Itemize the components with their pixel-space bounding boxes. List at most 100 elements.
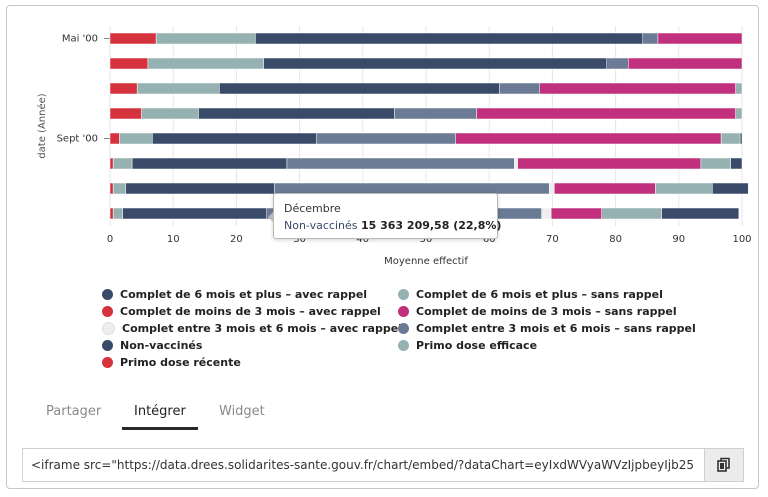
bar-segment: [155, 32, 256, 45]
bar-segment: [122, 207, 267, 220]
bar-segment: [263, 57, 608, 70]
legend-item[interactable]: Complet de 6 mois et plus – sans rappel: [398, 288, 663, 301]
bar-segment: [109, 57, 149, 70]
legend-swatch: [398, 340, 409, 351]
legend-label: Complet entre 3 mois et 6 mois – avec ra…: [122, 322, 402, 335]
x-axis-label: Moyenne effectif: [384, 256, 468, 267]
legend-swatch: [398, 323, 409, 334]
legend-label: Complet de 6 mois et plus – sans rappel: [416, 288, 663, 301]
bar-segment: [112, 207, 123, 220]
legend-item[interactable]: Complet de 6 mois et plus – avec rappel: [102, 288, 367, 301]
share-tabs: Partager Intégrer Widget: [30, 404, 330, 436]
bar-segment: [735, 82, 743, 95]
legend-item[interactable]: Non-vaccinés: [102, 339, 202, 352]
x-tick-label: 40: [356, 234, 369, 245]
bar-segment: [316, 132, 456, 145]
bar-segment: [136, 82, 220, 95]
bar-segment: [627, 57, 743, 70]
bar-segment: [109, 82, 138, 95]
tab-partager[interactable]: Partager: [46, 404, 102, 419]
chart-legend: Complet de 6 mois et plus – avec rappel C…: [102, 288, 722, 378]
bar-segment: [119, 132, 153, 145]
bar-segment: [548, 182, 555, 195]
x-tick-label: 0: [107, 234, 113, 245]
legend-label: Complet de moins de 3 mois – avec rappel: [120, 305, 381, 318]
bar-segment: [125, 182, 275, 195]
bar-segment: [147, 57, 264, 70]
bar-segment: [255, 32, 644, 45]
bar-segment: [109, 182, 114, 195]
bar-segment: [198, 107, 395, 120]
bar-segment: [514, 157, 518, 170]
x-tick-label: 80: [609, 234, 622, 245]
bar-segment: [700, 157, 731, 170]
y-axis-label: date (Année): [36, 93, 48, 158]
bar-segment: [109, 32, 157, 45]
bar-segment: [219, 82, 500, 95]
bar-segment: [541, 207, 552, 220]
legend-label: Complet de 6 mois et plus – avec rappel: [120, 288, 368, 301]
bar-segment: [730, 157, 743, 170]
stacked-bar-chart: 0 10 20 30 40 50 60 70 80 90 100 Moyenne effectif da…: [36, 26, 752, 267]
legend-swatch: [102, 357, 113, 368]
bar-segment: [720, 132, 741, 145]
bar-segment: [550, 207, 602, 220]
legend-item[interactable]: Complet entre 3 mois et 6 mois – sans ra…: [398, 322, 696, 335]
legend-item[interactable]: Primo dose efficace: [398, 339, 537, 352]
copy-icon: [717, 457, 730, 472]
bar-segment: [476, 107, 736, 120]
bar-segment: [286, 157, 515, 170]
tooltip-value: 15 363 209,58 (22,8%): [360, 219, 502, 232]
embed-code-input[interactable]: [23, 449, 703, 481]
legend-label: Complet de moins de 3 mois – sans rappel: [416, 305, 677, 318]
bar-segment: [517, 157, 702, 170]
tab-widget[interactable]: Widget: [219, 404, 265, 419]
bar-segment: [112, 157, 133, 170]
bar-segment: [539, 82, 736, 95]
tooltip-series: Non-vaccinés: [284, 219, 358, 232]
tab-integrer[interactable]: Intégrer: [122, 404, 198, 430]
bar-segment: [109, 157, 114, 170]
legend-swatch: [102, 322, 115, 335]
legend-swatch: [398, 306, 409, 317]
bar-segment: [131, 157, 288, 170]
bar-segment: [661, 207, 740, 220]
legend-label: Non-vaccinés: [120, 339, 203, 352]
legend-item[interactable]: Complet entre 3 mois et 6 mois – avec ra…: [102, 322, 402, 335]
bar-segment: [657, 32, 743, 45]
bar-segment: [455, 132, 722, 145]
x-tick-label: 30: [293, 234, 306, 245]
x-tick-label: 50: [420, 234, 433, 245]
y-tick-label: Sept '00: [57, 134, 98, 145]
bar-segment: [655, 182, 713, 195]
legend-swatch: [102, 289, 113, 300]
x-tick-label: 60: [483, 234, 496, 245]
bar-segment: [152, 132, 317, 145]
legend-item[interactable]: Primo dose récente: [102, 356, 241, 369]
bar-segment: [109, 132, 120, 145]
legend-swatch: [102, 340, 113, 351]
copy-button[interactable]: [704, 449, 743, 481]
x-tick-label: 10: [167, 234, 180, 245]
bar-segment: [141, 107, 199, 120]
bar-segment: [109, 207, 114, 220]
tooltip-title: Décembre: [284, 202, 341, 215]
legend-label: Primo dose récente: [120, 356, 241, 369]
bar-segment: [712, 182, 749, 195]
embed-code-box: [22, 448, 744, 482]
bar-segment: [642, 32, 659, 45]
x-tick-label: 20: [230, 234, 243, 245]
y-tick-label: Mai '00: [62, 34, 98, 45]
bar-segment: [735, 107, 743, 120]
bar-segment: [499, 82, 541, 95]
legend-swatch: [102, 306, 113, 317]
chart-tooltip: Décembre Non-vaccinés 15 363 209,58 (22,…: [268, 193, 501, 239]
legend-label: Primo dose efficace: [416, 339, 538, 352]
x-tick-label: 90: [672, 234, 685, 245]
legend-item[interactable]: Complet de moins de 3 mois – sans rappel: [398, 305, 677, 318]
legend-item[interactable]: Complet de moins de 3 mois – avec rappel: [102, 305, 381, 318]
bar-segment: [739, 132, 743, 145]
legend-label: Complet entre 3 mois et 6 mois – sans ra…: [416, 322, 696, 335]
bar-segment: [554, 182, 656, 195]
tooltip-line: Non-vaccinés 15 363 209,58 (22,8%): [284, 219, 501, 232]
